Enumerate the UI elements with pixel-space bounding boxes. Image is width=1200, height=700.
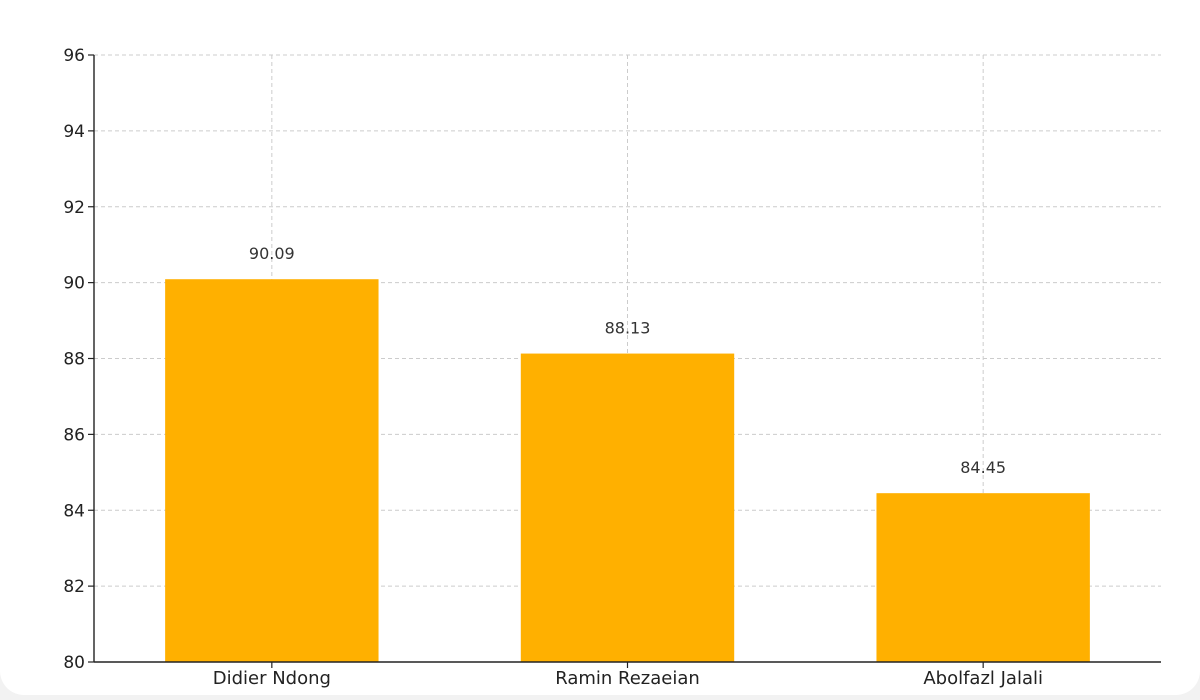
y-tick-label: 84 <box>63 501 85 521</box>
bar <box>876 493 1090 662</box>
y-tick-label: 82 <box>63 577 85 597</box>
y-tick-label: 80 <box>63 653 85 673</box>
bar-value-label: 88.13 <box>605 319 651 338</box>
x-tick-label: Ramin Rezaeian <box>555 668 700 689</box>
bar-value-label: 84.45 <box>960 458 1006 477</box>
bar <box>165 279 379 662</box>
x-tick-label: Didier Ndong <box>213 668 331 689</box>
bars <box>165 279 1090 662</box>
y-tick-label: 94 <box>63 122 85 142</box>
x-tick-label: Abolfazl Jalali <box>923 668 1043 689</box>
bar-value-label: 90.09 <box>249 244 295 263</box>
axes <box>88 54 1161 668</box>
bar <box>520 353 735 662</box>
y-tick-label: 86 <box>63 425 85 445</box>
y-tick-label: 96 <box>63 46 85 66</box>
y-tick-label: 88 <box>63 350 85 370</box>
labels: 80 82 84 86 88 90 92 94 96 90.09 Didier Ndong 88.13… <box>63 46 1043 689</box>
y-tick-label: 92 <box>63 198 85 218</box>
y-tick-label: 90 <box>63 274 85 294</box>
